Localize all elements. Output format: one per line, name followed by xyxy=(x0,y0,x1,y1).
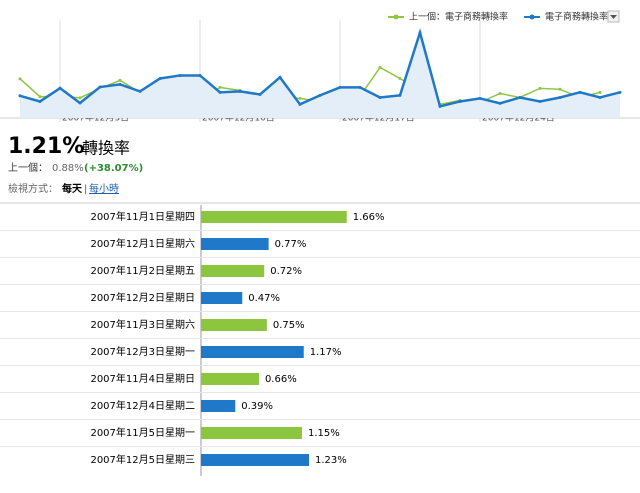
bar xyxy=(201,265,265,277)
value-label: 1.15% xyxy=(308,428,340,439)
point xyxy=(258,92,262,96)
row-label: 2007年12月1日星期六 xyxy=(90,237,195,250)
row-label: 2007年12月5日星期三 xyxy=(90,453,195,466)
point xyxy=(538,86,542,90)
point xyxy=(118,78,122,82)
point xyxy=(378,65,382,69)
point xyxy=(498,101,502,105)
point xyxy=(98,85,102,89)
value-label: 0.47% xyxy=(248,293,280,304)
point xyxy=(378,95,382,99)
point xyxy=(298,96,302,100)
dropdown-arrow xyxy=(610,15,617,19)
point xyxy=(598,90,602,94)
point xyxy=(38,95,42,99)
value-label: 0.39% xyxy=(241,401,273,412)
point xyxy=(418,31,422,34)
point xyxy=(78,96,82,100)
summary-label: 轉換率 xyxy=(82,139,130,158)
point xyxy=(118,82,122,86)
point xyxy=(618,90,622,94)
point xyxy=(598,95,602,99)
value-label: 1.17% xyxy=(310,347,342,358)
legend-label: 上一個：電子商務轉換率 xyxy=(409,11,508,23)
separator: | xyxy=(84,184,87,195)
row-label: 2007年12月3日星期一 xyxy=(90,345,195,358)
bar xyxy=(201,454,309,466)
bar xyxy=(201,427,302,439)
change: (+38.07%) xyxy=(84,163,143,174)
bar xyxy=(201,346,304,358)
row-label: 2007年11月1日星期四 xyxy=(90,210,195,223)
point xyxy=(578,90,582,94)
point xyxy=(458,99,462,103)
point xyxy=(158,76,162,80)
point xyxy=(138,89,142,93)
row-label: 2007年12月2日星期日 xyxy=(90,291,195,304)
legend-dot xyxy=(393,14,399,20)
point xyxy=(358,85,362,89)
point xyxy=(558,87,562,91)
point xyxy=(278,75,282,79)
point xyxy=(398,76,402,80)
summary-value: 1.21% xyxy=(8,134,84,159)
point xyxy=(18,77,22,81)
previous-value: 0.88% xyxy=(52,163,84,174)
point xyxy=(218,85,222,89)
point xyxy=(178,73,182,77)
row-label: 2007年11月5日星期一 xyxy=(90,426,195,439)
row-label: 2007年11月4日星期日 xyxy=(90,372,195,385)
legend-label: 電子商務轉換率 xyxy=(545,11,608,23)
view-label: 檢視方式： xyxy=(8,182,58,195)
bar xyxy=(201,373,259,385)
bar xyxy=(201,319,267,331)
point xyxy=(558,95,562,99)
value-label: 0.72% xyxy=(270,266,302,277)
bar xyxy=(201,238,269,250)
row-label: 2007年12月4日星期二 xyxy=(90,399,195,412)
point xyxy=(238,89,242,93)
point xyxy=(198,73,202,77)
row-label: 2007年11月3日星期六 xyxy=(90,318,195,331)
previous-label: 上一個： xyxy=(8,161,48,174)
point xyxy=(498,91,502,95)
point xyxy=(218,90,222,94)
point xyxy=(78,101,82,105)
point xyxy=(58,86,62,90)
value-label: 0.66% xyxy=(265,374,297,385)
bar xyxy=(201,400,236,412)
point xyxy=(438,104,442,108)
value-label: 0.75% xyxy=(273,320,305,331)
point xyxy=(338,85,342,89)
point xyxy=(538,99,542,103)
point xyxy=(518,95,522,99)
area xyxy=(20,32,620,118)
view-option[interactable]: 每天 xyxy=(62,182,83,195)
value-label: 0.77% xyxy=(275,239,307,250)
point xyxy=(318,93,322,97)
point xyxy=(38,99,42,103)
value-label: 1.23% xyxy=(315,455,347,466)
point xyxy=(478,96,482,100)
bar xyxy=(201,292,243,304)
point xyxy=(398,93,402,97)
value-label: 1.66% xyxy=(353,212,385,223)
row-label: 2007年11月2日星期五 xyxy=(90,264,195,277)
point xyxy=(298,102,302,106)
bar xyxy=(201,211,347,223)
legend-dot xyxy=(529,14,535,20)
view-option-link[interactable]: 每小時 xyxy=(89,182,119,195)
point xyxy=(18,94,22,98)
